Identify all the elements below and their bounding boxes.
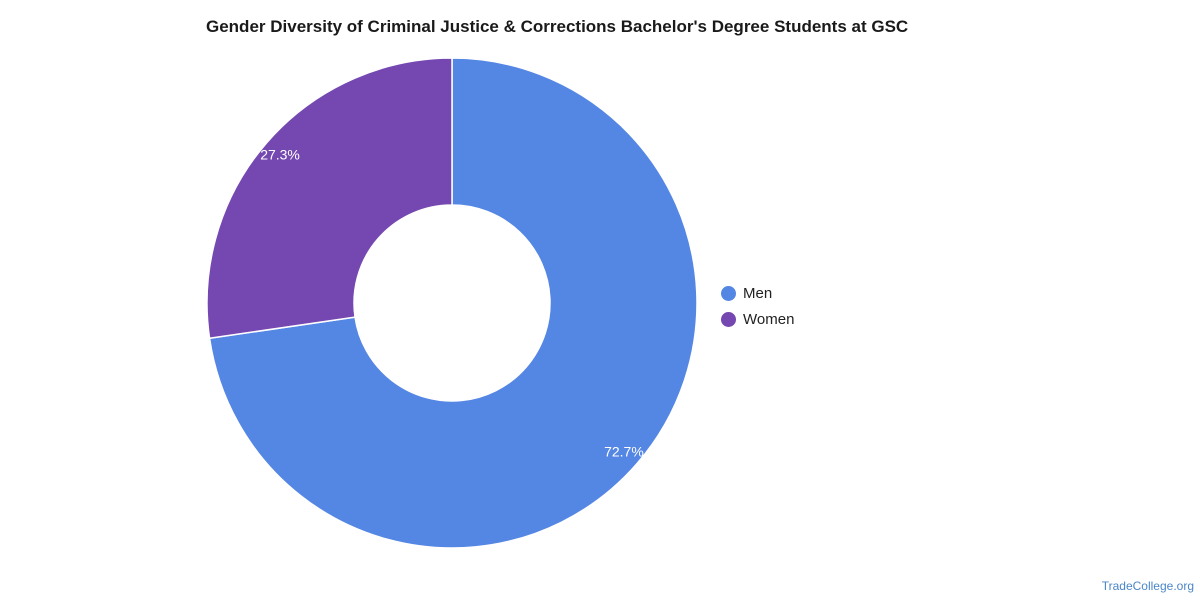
legend: Men Women bbox=[721, 280, 794, 332]
slice-women[interactable] bbox=[206, 57, 453, 340]
legend-swatch-men bbox=[721, 285, 736, 301]
watermark: TradeCollege.org bbox=[1101, 579, 1194, 593]
slice-label-women: 27.3% bbox=[260, 146, 300, 162]
legend-item-men[interactable]: Men bbox=[721, 280, 794, 306]
chart-title: Gender Diversity of Criminal Justice & C… bbox=[206, 17, 909, 36]
legend-swatch-women bbox=[721, 311, 736, 327]
slice-label-men: 72.7% bbox=[604, 444, 644, 460]
legend-item-women[interactable]: Women bbox=[721, 306, 794, 332]
slice-men[interactable] bbox=[208, 57, 698, 549]
legend-label-men: Men bbox=[743, 284, 773, 302]
legend-label-women: Women bbox=[743, 310, 795, 328]
